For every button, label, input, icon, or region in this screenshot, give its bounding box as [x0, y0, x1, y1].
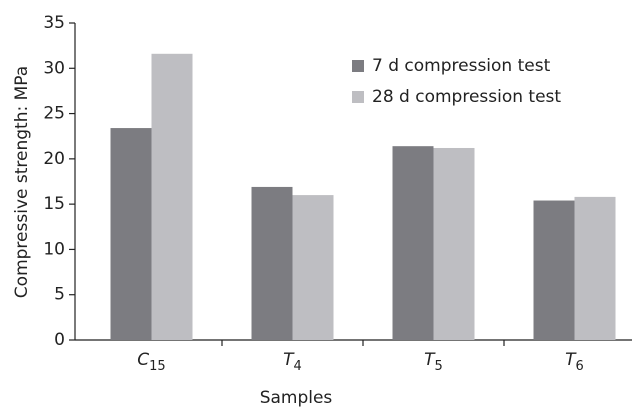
- y-tick-label: 25: [43, 104, 65, 124]
- x-tick-label: T4: [283, 350, 302, 374]
- y-tick-label: 10: [43, 239, 65, 259]
- legend-label: 7 d compression test: [372, 56, 551, 76]
- y-tick-label: 15: [43, 194, 65, 214]
- y-axis-label: Compressive strength: MPa: [12, 66, 32, 298]
- bar: [110, 128, 152, 340]
- y-tick-label: 20: [43, 149, 65, 169]
- x-tick-label: T6: [565, 350, 584, 374]
- bar: [292, 195, 334, 340]
- y-tick-label: 5: [54, 285, 65, 305]
- legend-swatch: [352, 91, 364, 103]
- legend-label: 28 d compression test: [372, 87, 561, 107]
- x-axis-label: Samples: [260, 388, 333, 408]
- bar: [251, 186, 293, 340]
- bar: [433, 147, 475, 340]
- legend-swatch: [352, 60, 364, 72]
- y-tick-label: 0: [54, 330, 65, 350]
- bar: [151, 53, 193, 341]
- bar: [392, 146, 434, 340]
- x-tick-label: T5: [424, 350, 443, 374]
- x-tick-label: C15: [137, 350, 165, 374]
- bar: [574, 196, 616, 340]
- bar: [533, 200, 575, 340]
- y-tick-label: 30: [43, 58, 65, 78]
- y-tick-label: 35: [43, 13, 65, 33]
